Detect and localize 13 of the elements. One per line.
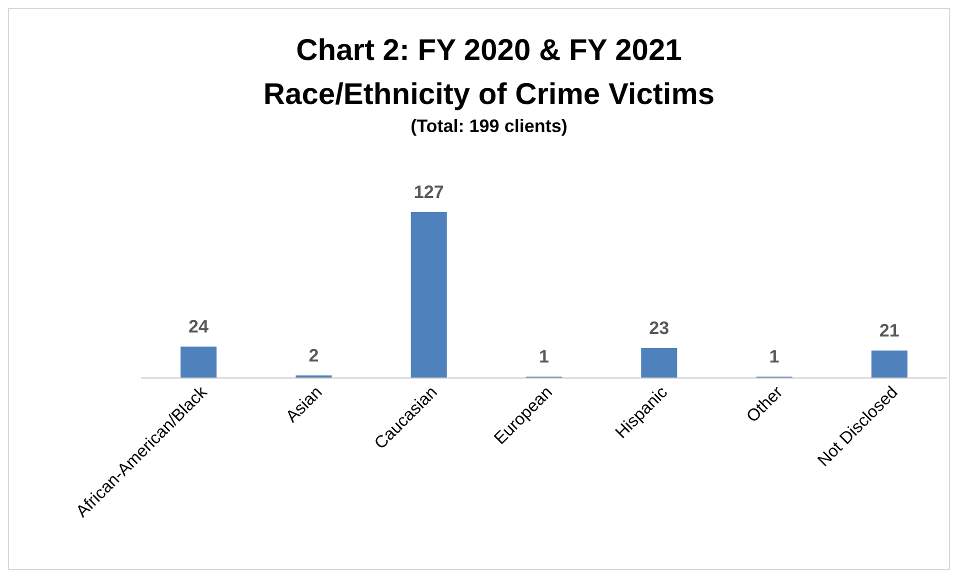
chart-title: Chart 2: FY 2020 & FY 2021 Race/Ethnicity of Crime Victims [263,34,715,111]
data-label: 24 [188,316,209,337]
chart-subtitle: (Total: 199 clients) [410,116,568,136]
data-label: 127 [414,182,444,202]
bar [871,350,908,378]
bar [410,212,447,378]
bar [641,348,678,378]
data-label: 2 [308,345,319,366]
data-label: 23 [649,318,670,338]
data-label: 1 [538,346,550,367]
data-label: 1 [769,346,780,367]
bar [180,346,217,378]
data-label: 21 [879,320,900,341]
